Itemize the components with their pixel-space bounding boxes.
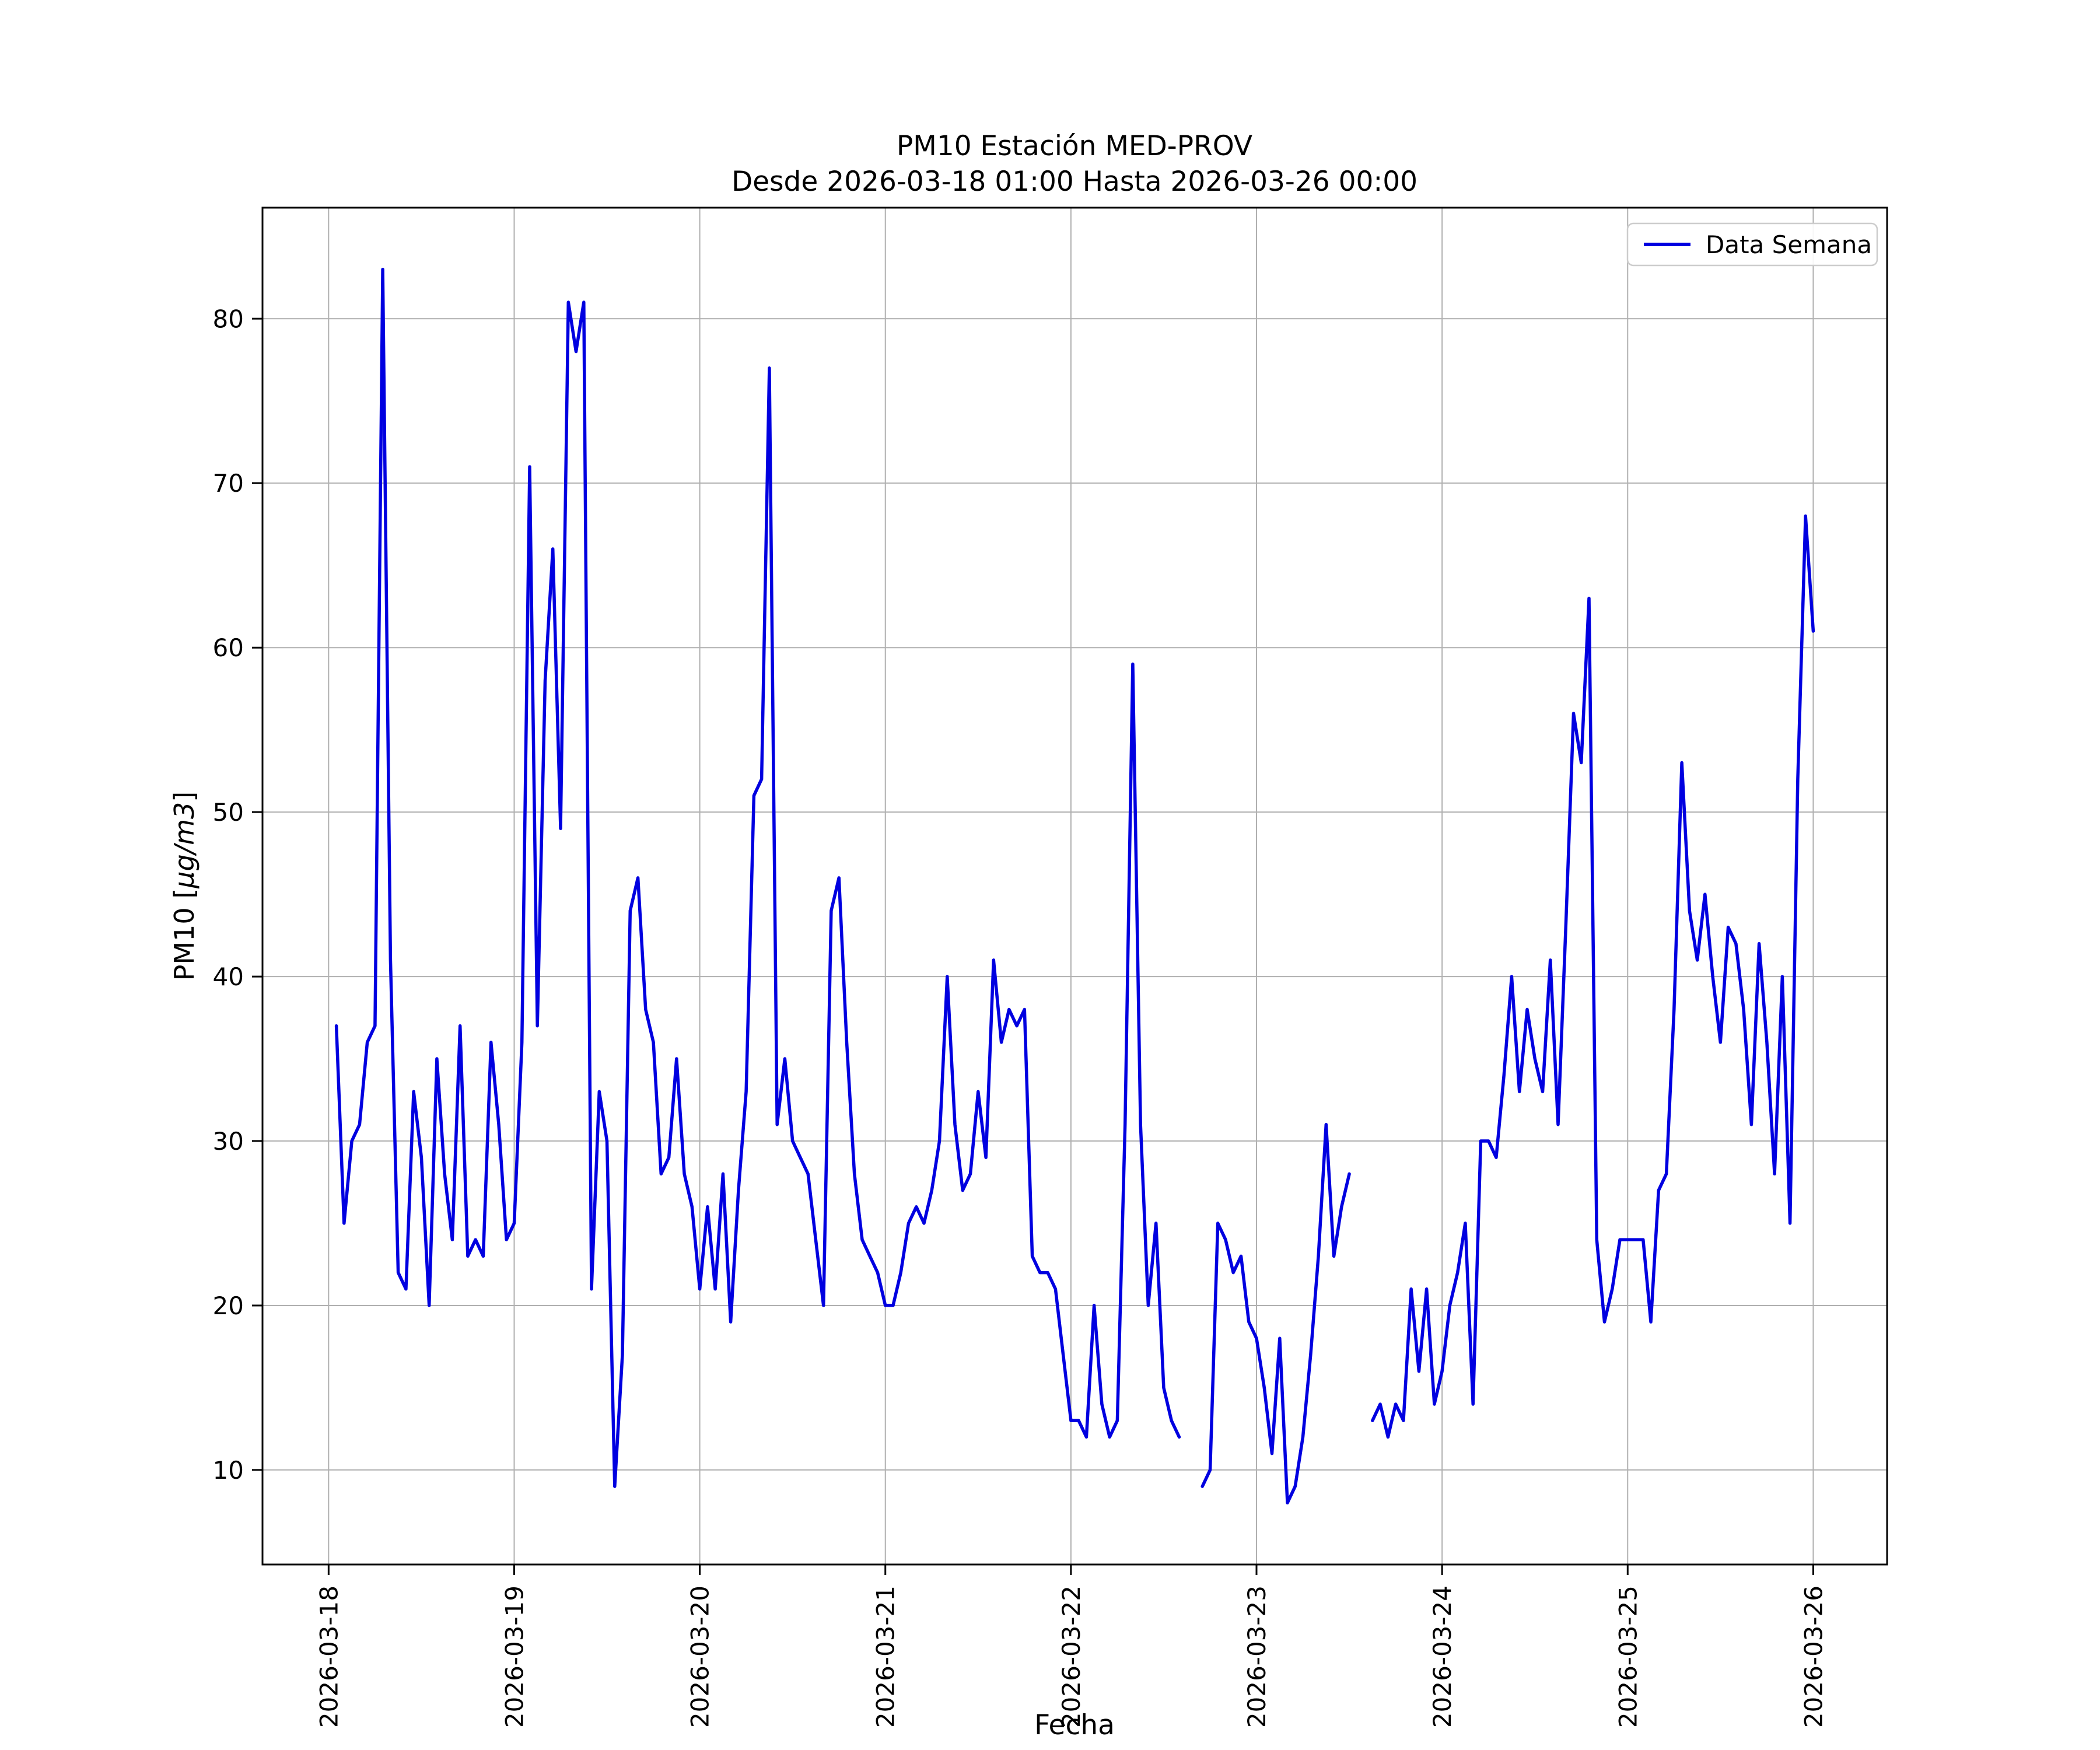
- y-axis-label-prefix: PM10 [: [169, 888, 200, 981]
- y-axis-label-units: μg/m3: [169, 802, 200, 888]
- x-tick-label: 2026-03-19: [500, 1586, 528, 1728]
- x-tick-label: 2026-03-25: [1614, 1586, 1642, 1728]
- y-tick-label: 30: [213, 1127, 244, 1156]
- y-tick-label: 20: [213, 1292, 244, 1320]
- y-tick-label: 10: [213, 1456, 244, 1485]
- x-tick-label: 2026-03-20: [686, 1586, 715, 1728]
- x-tick-label: 2026-03-21: [872, 1586, 900, 1728]
- data-line-data-semana: [1371, 514, 1815, 1439]
- y-tick-label: 80: [213, 304, 244, 333]
- y-tick-label: 70: [213, 469, 244, 498]
- x-tick-label: 2026-03-18: [314, 1586, 343, 1728]
- chart-title-line1: PM10 Estación MED-PROV: [896, 130, 1253, 162]
- y-axis-label: PM10 [μg/m3]: [169, 792, 200, 981]
- y-axis-label-suffix: ]: [169, 791, 200, 802]
- legend-label: Data Semana: [1706, 230, 1872, 259]
- x-tick-label: 2026-03-22: [1057, 1586, 1086, 1728]
- data-line-data-semana: [1200, 1123, 1351, 1505]
- axes-frame: [261, 206, 1888, 1566]
- x-axis-label: Fecha: [1034, 1709, 1115, 1741]
- x-tick-label: 2026-03-24: [1428, 1586, 1457, 1728]
- y-tick-label: 40: [213, 963, 244, 991]
- y-tick-label: 60: [213, 634, 244, 662]
- y-tick-label: 50: [213, 798, 244, 827]
- legend-box: [1626, 222, 1878, 267]
- data-line-data-semana: [334, 267, 1181, 1488]
- x-tick-label: 2026-03-23: [1242, 1586, 1271, 1728]
- x-tick-label: 2026-03-26: [1799, 1586, 1828, 1728]
- chart-title-line2: Desde 2026-03-18 01:00 Hasta 2026-03-26 …: [731, 166, 1418, 198]
- chart-title: PM10 Estación MED-PROV Desde 2026-03-18 …: [732, 128, 1418, 200]
